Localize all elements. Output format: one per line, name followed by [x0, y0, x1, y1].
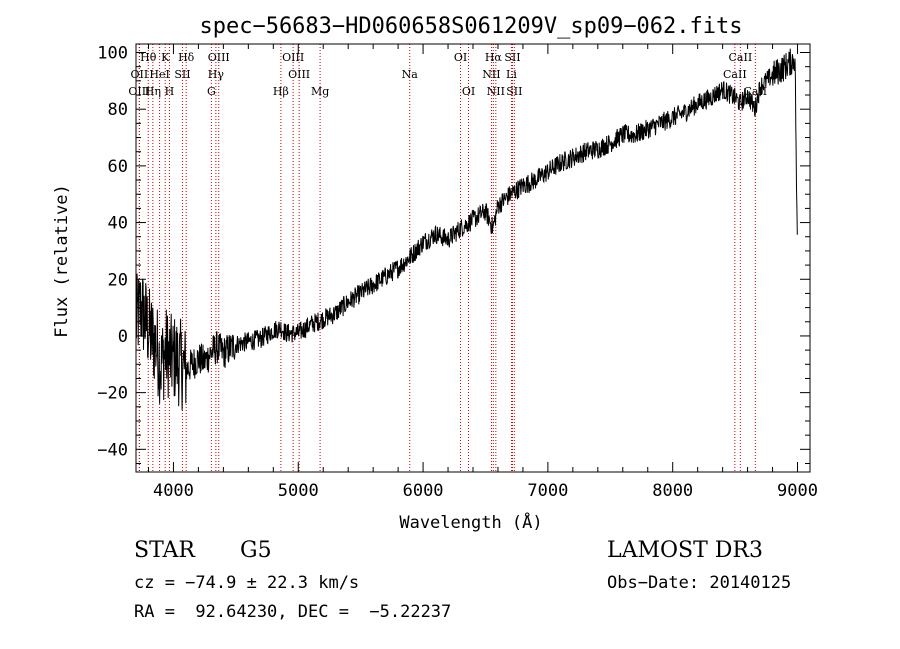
marker-label: Hη — [145, 85, 161, 98]
marker-label: CaII — [723, 68, 747, 81]
marker-label: NII — [482, 68, 500, 81]
y-tick-label: 100 — [97, 44, 128, 64]
marker-label: Hα — [485, 51, 503, 64]
observation-date: Obs−Date: 20140125 — [607, 573, 792, 593]
series-flux-line — [135, 48, 798, 411]
marker-label: Li — [506, 68, 517, 81]
marker-label: SII — [506, 85, 522, 98]
marker-label: OIII — [282, 51, 304, 64]
marker-label: G — [207, 85, 216, 98]
x-axis-ticks: 4000 5000 6000 7000 8000 9000 — [147, 44, 818, 501]
plot-frame — [135, 43, 811, 473]
ra-dec: RA = 92.64230, DEC = −5.22237 — [134, 602, 452, 622]
y-tick-label: −40 — [97, 440, 128, 460]
survey-name: LAMOST DR3 — [607, 538, 763, 563]
x-tick-label: 6000 — [403, 481, 444, 501]
marker-label: HeI — [149, 68, 169, 81]
marker-label: NII — [487, 85, 505, 98]
marker-label: CaII — [729, 51, 753, 64]
x-axis-label: Wavelength (Å) — [399, 511, 542, 533]
marker-label: Hδ — [178, 51, 195, 64]
marker-label: OIII — [208, 51, 230, 64]
marker-label: K — [161, 51, 170, 64]
y-tick-label: 0 — [118, 327, 128, 347]
y-tick-label: 20 — [108, 270, 128, 290]
y-axis-ticks: −40 −20 0 20 40 60 80 100 — [97, 44, 810, 464]
chart-title: spec−56683−HD060658S061209V_sp09−062.fit… — [199, 14, 742, 39]
x-tick-label: 9000 — [777, 481, 818, 501]
line-marker-lines — [138, 44, 756, 472]
y-tick-label: 40 — [108, 214, 128, 234]
marker-label: Hβ — [273, 85, 289, 98]
y-tick-label: −20 — [97, 384, 128, 404]
y-axis-label: Flux (relative) — [52, 184, 72, 338]
object-class: STAR — [134, 538, 195, 563]
marker-label: H — [165, 85, 175, 98]
marker-label: OII — [131, 68, 149, 81]
marker-label: OI — [454, 51, 467, 64]
object-subclass: G5 — [240, 538, 272, 563]
y-tick-label: 60 — [108, 157, 128, 177]
marker-label: OIII — [288, 68, 310, 81]
x-tick-label: 4000 — [153, 481, 194, 501]
marker-label: SII — [504, 51, 520, 64]
x-tick-label: 7000 — [527, 481, 568, 501]
marker-label: OIII — [128, 85, 150, 98]
marker-label: Na — [402, 68, 419, 81]
y-tick-label: 80 — [108, 100, 128, 120]
marker-label: Mg — [311, 85, 329, 98]
marker-label: SII — [174, 68, 190, 81]
x-tick-label: 8000 — [652, 481, 693, 501]
redshift-cz: cz = −74.9 ± 22.3 km/s — [134, 573, 360, 593]
marker-label: Hθ — [140, 51, 157, 64]
marker-label: Hγ — [208, 68, 225, 81]
marker-label: OI — [462, 85, 475, 98]
x-tick-label: 5000 — [278, 481, 319, 501]
